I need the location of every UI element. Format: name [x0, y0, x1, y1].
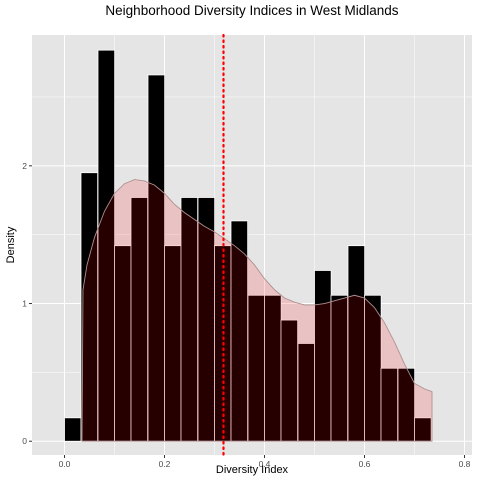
- y-tick-label: 2: [22, 161, 27, 171]
- density-area: [81, 179, 433, 442]
- x-tick-label: 0.6: [359, 459, 371, 469]
- x-tick-label: 0.4: [259, 459, 271, 469]
- x-axis: 0.0 0.2 0.4 0.6 0.8: [59, 455, 471, 469]
- x-tick-label: 0.2: [159, 459, 171, 469]
- y-tick-label: 1: [22, 299, 27, 309]
- chart-title: Neighborhood Diversity Indices in West M…: [105, 3, 398, 18]
- y-tick-label: 0: [22, 436, 27, 446]
- histogram-bar: [64, 417, 82, 442]
- x-axis-label: Diversity Index: [216, 464, 289, 476]
- y-axis-label: Density: [5, 226, 17, 263]
- x-tick-label: 0.8: [459, 459, 471, 469]
- y-axis: 0 1 2: [22, 161, 32, 446]
- x-tick-label: 0.0: [59, 459, 71, 469]
